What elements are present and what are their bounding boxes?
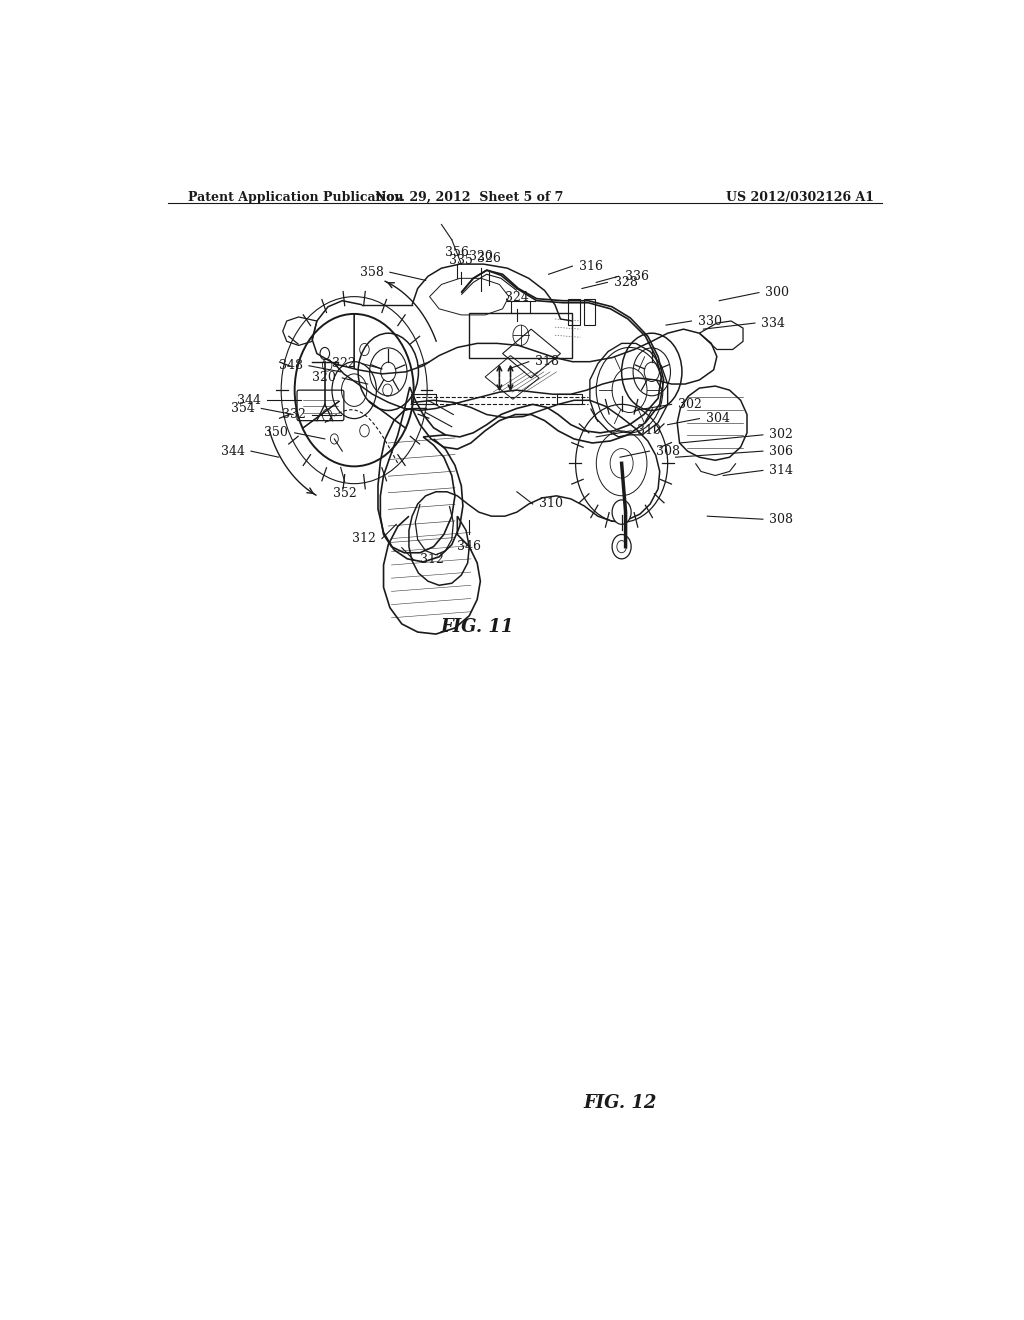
Text: 336: 336 [625, 269, 649, 282]
Text: 312: 312 [351, 532, 376, 545]
Text: Nov. 29, 2012  Sheet 5 of 7: Nov. 29, 2012 Sheet 5 of 7 [375, 191, 563, 203]
Text: FIG. 12: FIG. 12 [584, 1094, 656, 1111]
Text: 334: 334 [761, 317, 785, 330]
Text: 302: 302 [678, 397, 701, 411]
Text: 316: 316 [579, 260, 603, 273]
Text: 344: 344 [220, 445, 245, 458]
Text: 300: 300 [765, 286, 790, 300]
Text: 320: 320 [312, 371, 336, 384]
Text: 332: 332 [282, 408, 306, 421]
Circle shape [612, 535, 631, 558]
Circle shape [323, 409, 332, 421]
Text: Patent Application Publication: Patent Application Publication [187, 191, 403, 203]
Text: 348: 348 [279, 359, 303, 372]
Text: 320: 320 [469, 249, 494, 263]
Text: US 2012/0302126 A1: US 2012/0302126 A1 [726, 191, 873, 203]
Circle shape [323, 359, 332, 371]
Circle shape [359, 343, 370, 355]
Text: 314: 314 [769, 463, 794, 477]
Text: 344: 344 [237, 393, 260, 407]
Text: 302: 302 [769, 429, 794, 441]
Text: 306: 306 [769, 445, 794, 458]
Text: 350: 350 [264, 426, 289, 440]
Text: 310: 310 [539, 498, 563, 511]
Text: 352: 352 [333, 487, 356, 500]
Text: 356: 356 [445, 246, 469, 259]
Bar [411, 395, 436, 404]
Text: 326: 326 [477, 252, 501, 265]
Text: 308: 308 [769, 512, 794, 525]
Text: 328: 328 [613, 276, 638, 289]
Bar [557, 395, 582, 404]
Circle shape [383, 384, 392, 396]
Text: 310: 310 [638, 424, 662, 437]
Circle shape [359, 425, 370, 437]
Text: 335: 335 [450, 255, 473, 267]
Text: 318: 318 [536, 355, 559, 368]
Bar [568, 298, 580, 325]
Text: 308: 308 [655, 445, 680, 458]
Text: 330: 330 [697, 314, 722, 327]
Text: 312: 312 [420, 553, 444, 566]
Text: 358: 358 [359, 265, 384, 279]
Text: 354: 354 [231, 401, 255, 414]
Bar [469, 313, 572, 358]
Text: 304: 304 [706, 412, 730, 425]
Text: 324: 324 [505, 290, 528, 304]
Circle shape [612, 500, 631, 524]
Text: FIG. 11: FIG. 11 [440, 618, 514, 636]
Bar [584, 298, 595, 325]
Text: 346: 346 [458, 540, 481, 553]
Text: 322: 322 [332, 358, 355, 370]
